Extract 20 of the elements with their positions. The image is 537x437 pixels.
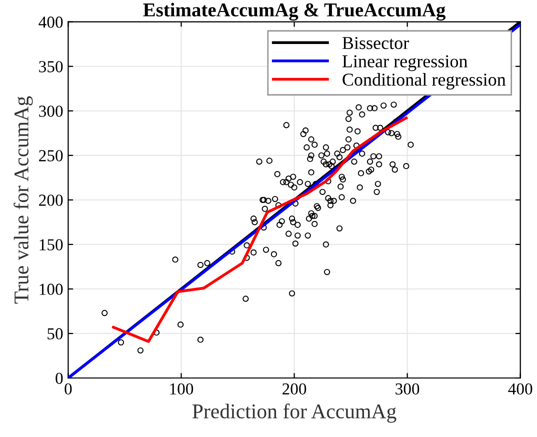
y-tick-label: 0 bbox=[56, 372, 63, 384]
chart-title: EstimateAccumAg & TrueAccumAg bbox=[143, 2, 446, 21]
y-tick-label: 400 bbox=[38, 16, 63, 28]
x-tick-label: 100 bbox=[170, 383, 194, 395]
y-axis-title: True value for AccumAg bbox=[14, 96, 33, 304]
y-tick-label: 50 bbox=[48, 328, 63, 340]
y-tick-label: 200 bbox=[39, 194, 63, 206]
x-tick-label: 0 bbox=[64, 383, 72, 395]
y-tick-label: 100 bbox=[40, 284, 63, 295]
x-tick-label: 300 bbox=[396, 383, 420, 395]
y-tick-label: 250 bbox=[39, 150, 63, 162]
y-tick-label: 300 bbox=[39, 106, 63, 117]
x-axis-title: Prediction for AccumAg bbox=[192, 404, 396, 423]
y-tick-label: 150 bbox=[40, 239, 63, 250]
legend-label: Linear regression bbox=[342, 55, 468, 72]
x-tick-label: 200 bbox=[282, 383, 306, 395]
legend-label: Conditional regression bbox=[342, 73, 506, 90]
legend-label: Bissector bbox=[342, 36, 409, 50]
y-tick-label: 350 bbox=[39, 61, 63, 72]
x-tick-label: 400 bbox=[508, 383, 532, 395]
